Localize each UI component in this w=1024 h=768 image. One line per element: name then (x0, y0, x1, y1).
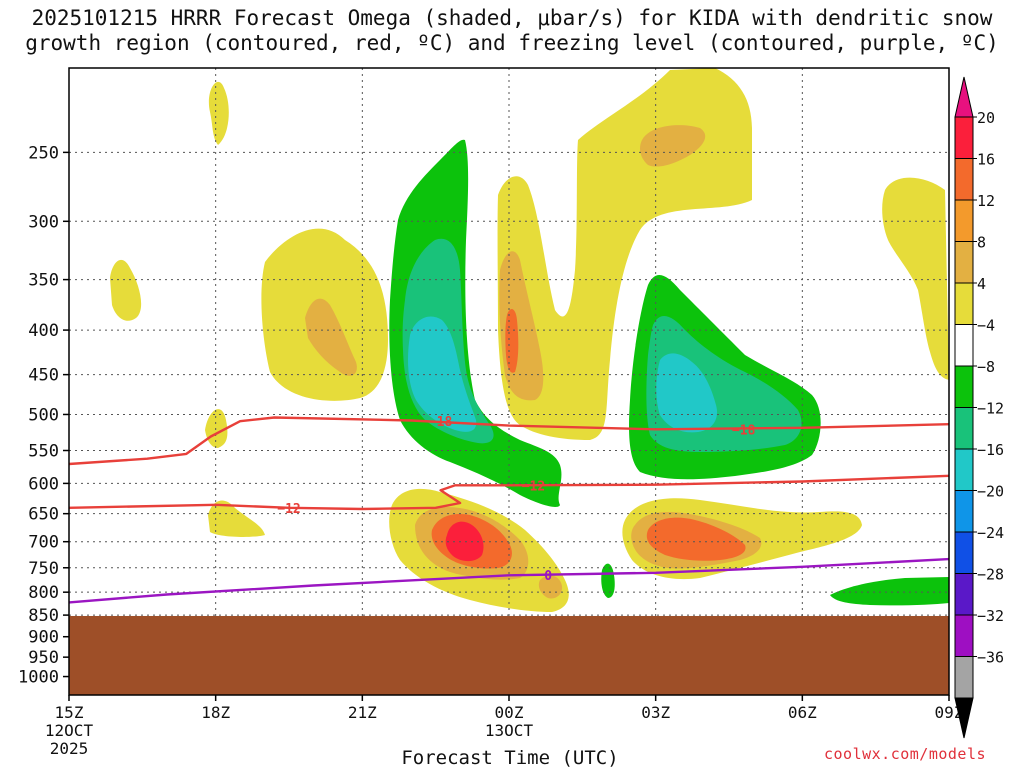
colorbar-label-13: −36 (977, 649, 1004, 667)
omega-region-ochre-top (640, 125, 706, 167)
y-axis: 2503003504004505005506006507007508008509… (18, 143, 69, 688)
omega-region-cyan-east (656, 353, 718, 433)
colorbar-label-8: −16 (977, 441, 1004, 459)
omega-region-yellow-east (882, 177, 949, 380)
ground-below-surface (69, 615, 949, 695)
omega-region-orange-north (505, 308, 519, 373)
colorbar-swatch-5 (954, 324, 974, 367)
omega-region-ochre-west (305, 298, 357, 376)
x-axis-label: Forecast Time (UTC) (401, 747, 618, 768)
contour-line-2 (69, 557, 949, 604)
colorbar-label-5: −4 (977, 317, 995, 335)
colorbar-swatch-3 (954, 241, 974, 284)
colorbar-top-arrow (954, 76, 974, 118)
x-tick-label-21Z: 21Z (348, 703, 377, 722)
x-tick-label-09Z: 09Z (935, 703, 964, 722)
y-tick-label-650: 650 (28, 505, 59, 525)
x-tick-sublabel-12OCT: 12OCT (45, 721, 94, 740)
y-tick-label-700: 700 (28, 533, 59, 553)
colorbar-label-4: 4 (977, 275, 986, 293)
y-tick-label-450: 450 (28, 366, 59, 386)
omega-region-green-small (601, 563, 615, 598)
y-tick-label-350: 350 (28, 271, 59, 291)
y-tick-label-850: 850 (28, 606, 59, 626)
y-tick-label-550: 550 (28, 442, 59, 462)
x-tick-label-06Z: 06Z (788, 703, 817, 722)
colorbar-bottom-arrow (954, 697, 974, 739)
y-tick-label-800: 800 (28, 583, 59, 603)
colorbar-label-6: −8 (977, 358, 995, 376)
temperature-contours: −18 −18 −12 −12 0 (69, 415, 949, 604)
colorbar-label-7: −12 (977, 400, 1004, 418)
y-tick-label-500: 500 (28, 405, 59, 425)
y-tick-label-600: 600 (28, 474, 59, 494)
colorbar-label-10: −24 (977, 524, 1004, 542)
colorbar-swatch-12 (954, 614, 974, 657)
contour-label-0-1: −18 (732, 423, 756, 438)
y-tick-label-1000: 1000 (18, 668, 59, 688)
omega-region-red-max (445, 521, 484, 562)
contour-label-2-0: 0 (544, 569, 552, 584)
colorbar-swatch-10 (954, 531, 974, 574)
chart-title-line1: 2025101215 HRRR Forecast Omega (shaded, … (31, 6, 993, 30)
colorbar-swatch-13 (954, 656, 974, 699)
x-tick-label-15Z: 15Z (55, 703, 84, 722)
x-tick-sublabel-2025: 2025 (50, 739, 89, 758)
x-tick-sublabel-13OCT: 13OCT (485, 721, 534, 740)
y-tick-label-400: 400 (28, 321, 59, 341)
y-tick-label-300: 300 (28, 212, 59, 232)
omega-region-orange-low-east (646, 517, 746, 561)
contour-line-1 (69, 474, 949, 511)
colorbar-label-1: 16 (977, 151, 995, 169)
colorbar-label-3: 8 (977, 234, 986, 252)
colorbar-swatch-7 (954, 407, 974, 450)
contour-line-0 (69, 416, 949, 466)
colorbar-swatch-1 (954, 158, 974, 201)
y-tick-label-250: 250 (28, 143, 59, 163)
colorbar-label-12: −32 (977, 607, 1004, 625)
contour-label-0-0: −18 (429, 415, 453, 430)
colorbar: 20 16 12 8 4 −4 −8 −12 −16 −20 −24 −28 −32 −36 (954, 76, 1004, 739)
y-tick-label-900: 900 (28, 628, 59, 648)
colorbar-swatch-9 (954, 490, 974, 533)
colorbar-label-9: −20 (977, 483, 1004, 501)
omega-region-yellow-left-small (110, 259, 142, 321)
colorbar-swatch-8 (954, 448, 974, 491)
colorbar-swatch-4 (954, 282, 974, 325)
colorbar-label-11: −28 (977, 566, 1004, 584)
chart-title-line2: growth region (contoured, red, ºC) and f… (25, 31, 999, 55)
colorbar-swatch-2 (954, 199, 974, 242)
omega-shading (110, 68, 949, 612)
colorbar-swatch-0 (954, 116, 974, 159)
colorbar-swatch-11 (954, 573, 974, 616)
omega-region-yellow-sw (208, 500, 265, 537)
colorbar-label-0: 20 (977, 109, 995, 127)
y-tick-label-750: 750 (28, 559, 59, 579)
x-tick-label-03Z: 03Z (641, 703, 670, 722)
contour-label-1-1: −12 (522, 479, 545, 494)
colorbar-swatch-6 (954, 365, 974, 408)
omega-region-yellow-18z-tab (205, 409, 228, 448)
credit-text: coolwx.com/models (824, 745, 987, 763)
omega-region-yellow-top-small (208, 81, 229, 145)
x-tick-label-18Z: 18Z (201, 703, 230, 722)
y-tick-label-950: 950 (28, 648, 59, 668)
omega-region-yellow-big-north (497, 68, 752, 440)
chart-title: 2025101215 HRRR Forecast Omega (shaded, … (0, 6, 1024, 56)
contour-label-1-0: −12 (277, 502, 300, 517)
omega-region-ochre-low-mid (538, 575, 563, 599)
omega-region-green-lowright (830, 577, 949, 606)
colorbar-label-2: 12 (977, 192, 995, 210)
x-tick-label-00Z: 00Z (495, 703, 524, 722)
